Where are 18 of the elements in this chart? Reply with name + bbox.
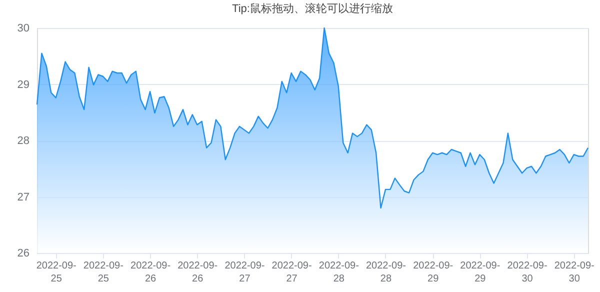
- x-tick-label: 2022-09-25: [36, 260, 76, 284]
- y-tick-label: 30: [17, 22, 30, 34]
- y-tick-label: 27: [17, 191, 30, 204]
- x-tick-label: 2022-09-27: [272, 260, 312, 284]
- x-tick-label: 2022-09-29: [413, 260, 454, 284]
- x-tick-label: 2022-09-28: [366, 260, 406, 284]
- x-tick-label: 2022-09-25: [83, 260, 124, 284]
- x-tick-label: 2022-09-29: [460, 260, 500, 284]
- y-tick-label: 29: [17, 78, 30, 91]
- y-tick-label: 28: [17, 135, 30, 147]
- x-tick-label: 2022-09-30: [507, 260, 548, 284]
- x-tick-label: 2022-09-30: [554, 260, 594, 284]
- x-tick-label: 2022-09-27: [224, 260, 265, 284]
- y-tick-label: 26: [17, 248, 30, 260]
- chart-title: Tip:鼠标拖动、滚轮可以进行缩放: [232, 2, 393, 15]
- x-tick-label: 2022-09-28: [318, 260, 359, 284]
- x-tick-label: 2022-09-26: [178, 260, 218, 284]
- x-tick-label: 2022-09-26: [130, 260, 171, 284]
